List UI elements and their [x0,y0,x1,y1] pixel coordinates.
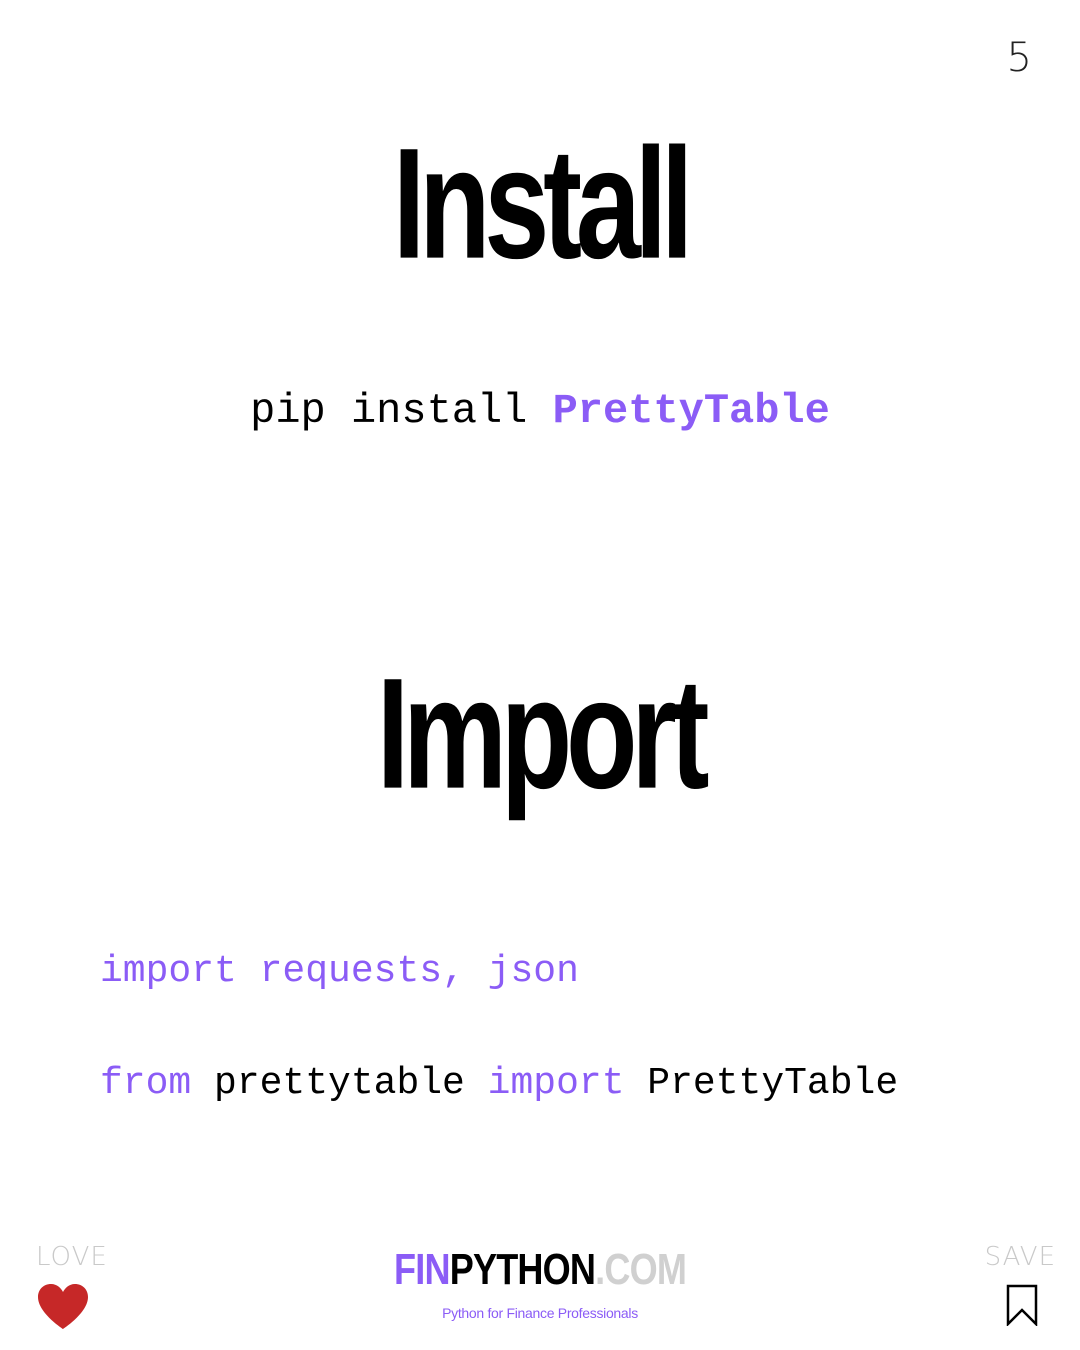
site-logo: FINPYTHON.COM [0,1248,1080,1292]
install-package-name: PrettyTable [552,387,830,435]
bookmark-icon[interactable] [1006,1284,1038,1326]
import-keyword: import [100,950,237,993]
import-heading: Import [376,644,710,822]
page-number: 5 [1006,35,1032,81]
import-code-block: import requests, json from prettytable i… [100,888,898,1168]
bookmark-shape [1006,1284,1038,1326]
heart-icon[interactable] [36,1283,90,1331]
logo-python: PYTHON [449,1245,596,1294]
save-label: SAVE [984,1242,1056,1272]
from-keyword: from [100,1062,192,1105]
import-line-2: from prettytable import PrettyTable [100,1056,898,1112]
import-modules: requests, json [236,950,579,993]
logo-fin: FIN [393,1245,450,1294]
install-heading: Install [392,114,694,292]
love-label: LOVE [36,1242,108,1272]
import-line-1: import requests, json [100,944,898,1000]
install-command-prefix: pip install [250,387,553,435]
tagline: Python for Finance Professionals [442,1305,638,1321]
heart-shape [38,1284,88,1329]
module-name: prettytable [191,1062,488,1105]
class-name: PrettyTable [624,1062,899,1105]
import-keyword-2: import [487,1062,625,1105]
logo-com: .COM [595,1245,687,1294]
install-command: pip install PrettyTable [0,390,1080,432]
